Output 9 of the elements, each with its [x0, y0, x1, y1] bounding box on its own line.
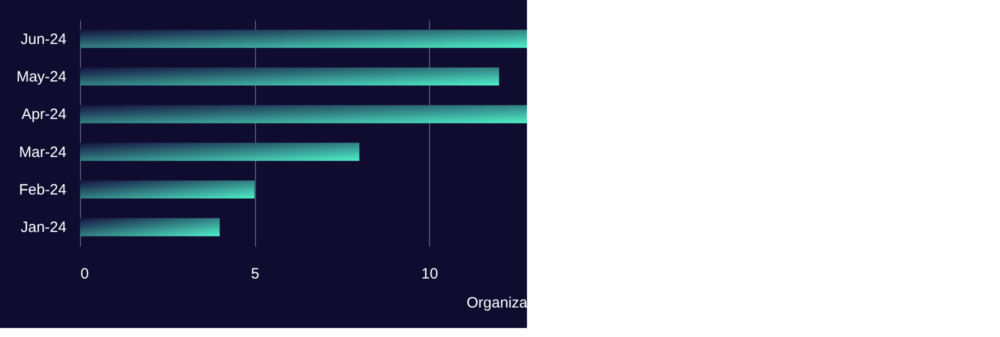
y-tick-label: May-24 [16, 68, 66, 86]
y-tick-label: Jun-24 [20, 30, 66, 48]
x-tick-label: 0 [80, 266, 89, 282]
y-tick-label: Jan-24 [20, 219, 66, 236]
y-tick-label: Mar-24 [18, 144, 66, 161]
x-tick-label: 5 [250, 266, 260, 282]
y-tick-label: Apr-24 [21, 106, 66, 124]
y-tick-label: Feb-24 [18, 182, 66, 198]
x-tick-label: 10 [421, 266, 438, 282]
